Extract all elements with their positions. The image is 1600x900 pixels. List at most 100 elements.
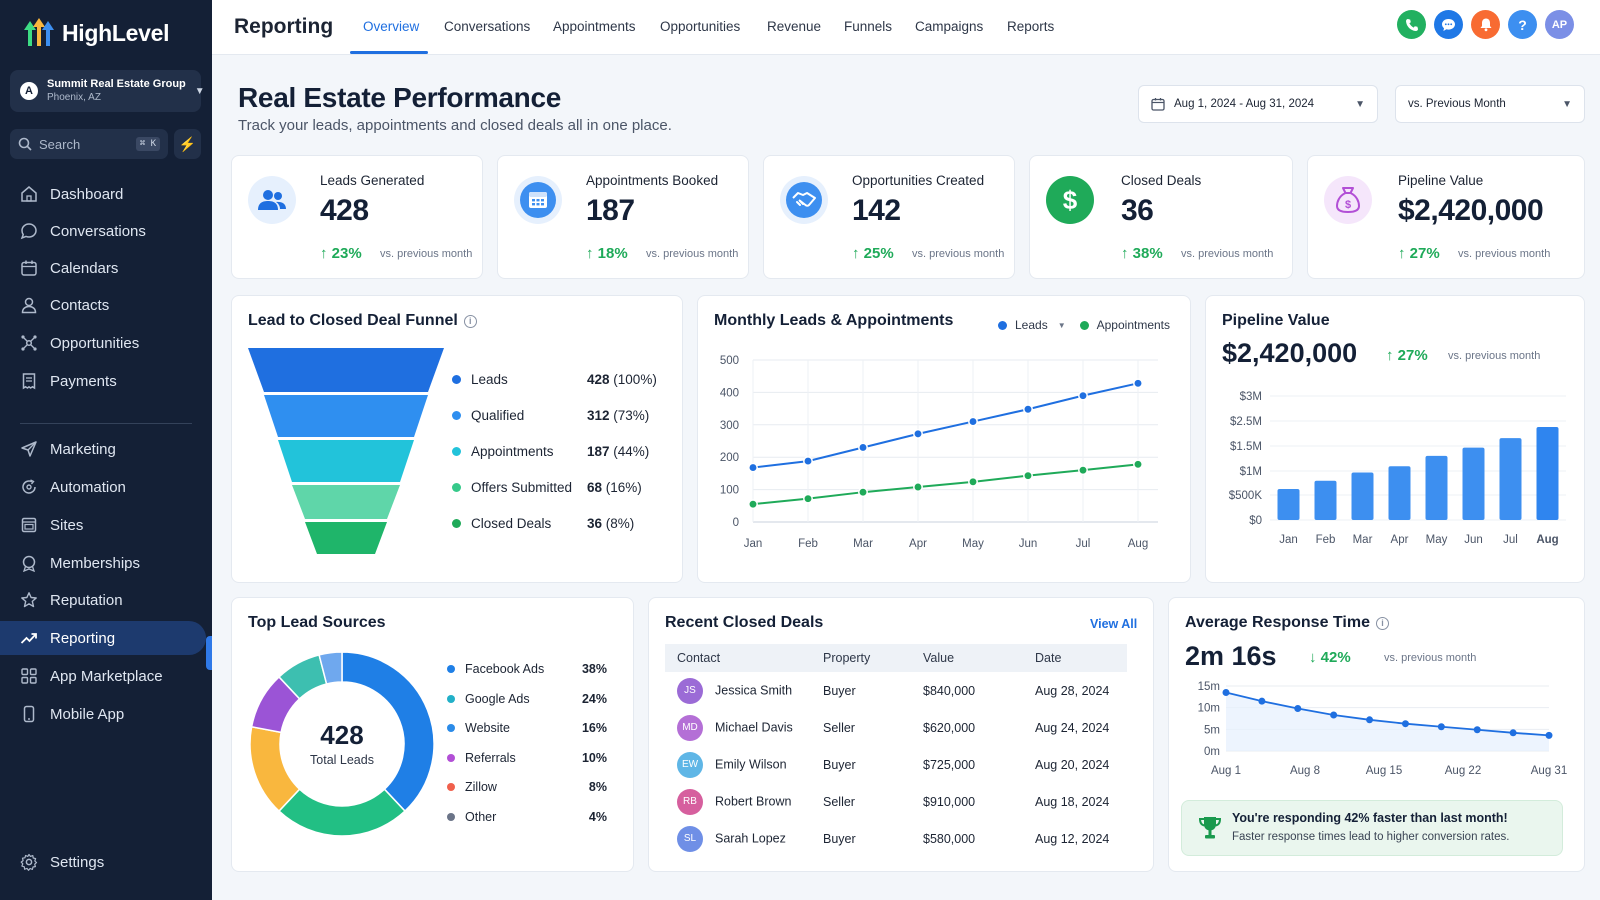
legend-item[interactable]: Website 16%: [447, 719, 607, 737]
tab-reports[interactable]: Reports: [1007, 19, 1055, 34]
nav-item-reputation[interactable]: Reputation: [0, 583, 212, 617]
funnel-count: 187: [587, 443, 610, 459]
legend-item[interactable]: Other 4%: [447, 808, 607, 826]
account-switcher[interactable]: A Summit Real Estate Group Phoenix, AZ ▼: [10, 70, 205, 112]
bar-aug[interactable]: [1536, 427, 1559, 520]
nav-item-mobile-app[interactable]: Mobile App: [0, 697, 212, 731]
notifications-button[interactable]: [1471, 10, 1500, 39]
data-point[interactable]: [968, 476, 978, 487]
data-point[interactable]: [1258, 697, 1266, 705]
kpi-card-closed-deals[interactable]: $ Closed Deals 36 ↑ 38% vs. previous mon…: [1029, 155, 1293, 279]
column-header[interactable]: Property: [823, 644, 923, 672]
data-point[interactable]: [748, 462, 758, 473]
info-icon[interactable]: i: [463, 315, 477, 328]
view-all-link[interactable]: View All: [1090, 617, 1138, 631]
compare-select[interactable]: vs. Previous Month ▼: [1395, 85, 1585, 123]
nav-item-contacts[interactable]: Contacts: [0, 288, 212, 322]
date-range-picker[interactable]: Aug 1, 2024 - Aug 31, 2024 ▼: [1138, 85, 1378, 123]
data-point[interactable]: [1023, 404, 1033, 415]
tab-appointments[interactable]: Appointments: [553, 19, 636, 34]
table-row[interactable]: SL Sarah Lopez Buyer $580,000 Aug 12, 2024: [665, 820, 1127, 857]
data-point[interactable]: [1294, 705, 1302, 713]
nav-item-opportunities[interactable]: Opportunities: [0, 326, 212, 360]
nav-item-app-marketplace[interactable]: App Marketplace: [0, 659, 212, 693]
help-button[interactable]: ?: [1508, 10, 1537, 39]
data-point[interactable]: [968, 416, 978, 427]
data-point[interactable]: [858, 487, 868, 498]
data-point[interactable]: [1330, 711, 1338, 719]
nav-item-reporting[interactable]: Reporting: [0, 621, 206, 655]
data-point[interactable]: [913, 428, 923, 439]
table-row[interactable]: JS Jessica Smith Buyer $840,000 Aug 28, 2024: [665, 672, 1127, 709]
column-header[interactable]: Value: [923, 644, 1035, 672]
quick-actions-button[interactable]: ⚡: [174, 129, 201, 159]
nav-item-marketing[interactable]: Marketing: [0, 432, 212, 466]
slice-other[interactable]: [318, 651, 343, 685]
bar-jul[interactable]: [1499, 438, 1522, 520]
bar-jan[interactable]: [1277, 489, 1300, 520]
messages-button[interactable]: [1434, 10, 1463, 39]
bar-feb[interactable]: [1314, 480, 1337, 520]
info-icon[interactable]: i: [1375, 617, 1389, 630]
kpi-card-opportunities[interactable]: Opportunities Created 142 ↑ 25% vs. prev…: [763, 155, 1015, 279]
data-point[interactable]: [1437, 723, 1445, 731]
nav-item-sites[interactable]: Sites: [0, 508, 212, 542]
data-point[interactable]: [1473, 726, 1481, 734]
kpi-card-pipeline-value[interactable]: $ Pipeline Value $2,420,000 ↑ 27% vs. pr…: [1307, 155, 1585, 279]
tab-funnels[interactable]: Funnels: [844, 19, 893, 34]
legend-item[interactable]: Zillow 8%: [447, 778, 607, 796]
data-point[interactable]: [858, 442, 868, 453]
kpi-card-leads[interactable]: Leads Generated 428 ↑ 23% vs. previous m…: [231, 155, 483, 279]
user-avatar[interactable]: AP: [1545, 10, 1574, 39]
table-row[interactable]: RB Robert Brown Seller $910,000 Aug 18, 2024: [665, 783, 1127, 820]
slice-facebook-ads[interactable]: [341, 651, 435, 813]
data-point[interactable]: [1545, 731, 1553, 739]
nav-item-conversations[interactable]: Conversations: [0, 214, 212, 248]
data-point[interactable]: [1222, 689, 1230, 696]
bar-may[interactable]: [1425, 455, 1448, 520]
chevron-down-icon: ▼: [1562, 98, 1572, 110]
data-point[interactable]: [1133, 378, 1143, 389]
column-header[interactable]: Date: [1035, 644, 1127, 672]
nav-item-payments[interactable]: Payments: [0, 364, 212, 398]
data-point[interactable]: [803, 493, 813, 504]
data-point[interactable]: [803, 456, 813, 467]
tab-opportunities[interactable]: Opportunities: [660, 19, 741, 34]
funnel-count: 312: [587, 407, 610, 423]
legend-leads[interactable]: Leads: [1015, 318, 1048, 332]
legend-item[interactable]: Referrals 10%: [447, 749, 607, 767]
table-row[interactable]: EW Emily Wilson Buyer $725,000 Aug 20, 2024: [665, 746, 1127, 783]
nav-item-automation[interactable]: Automation: [0, 470, 212, 504]
slice-google-ads[interactable]: [277, 788, 407, 837]
bar-jun[interactable]: [1462, 447, 1485, 520]
data-point[interactable]: [1366, 716, 1374, 724]
tab-overview[interactable]: Overview: [363, 19, 420, 34]
tab-campaigns[interactable]: Campaigns: [915, 19, 984, 34]
legend-appointments[interactable]: Appointments: [1096, 318, 1171, 332]
data-point[interactable]: [913, 482, 923, 492]
data-point[interactable]: [1133, 459, 1143, 470]
brand-logo[interactable]: HighLevel: [24, 18, 170, 48]
legend-label: Zillow: [465, 780, 497, 794]
data-point[interactable]: [1078, 465, 1088, 476]
data-point[interactable]: [1401, 720, 1409, 728]
data-point[interactable]: [1023, 470, 1033, 481]
legend-item[interactable]: Google Ads 24%: [447, 690, 607, 708]
data-point[interactable]: [1509, 729, 1517, 737]
nav-item-settings[interactable]: Settings: [0, 845, 212, 879]
bar-mar[interactable]: [1351, 472, 1374, 520]
bar-apr[interactable]: [1388, 466, 1411, 520]
data-point[interactable]: [748, 499, 758, 510]
tab-revenue[interactable]: Revenue: [767, 19, 822, 34]
kpi-card-appointments[interactable]: Appointments Booked 187 ↑ 18% vs. previo…: [497, 155, 749, 279]
phone-button[interactable]: [1397, 10, 1426, 39]
nav-item-calendars[interactable]: Calendars: [0, 251, 212, 285]
search-input[interactable]: Search ⌘ K: [10, 129, 168, 159]
tab-conversations[interactable]: Conversations: [444, 19, 531, 34]
nav-item-dashboard[interactable]: Dashboard: [0, 177, 212, 211]
column-header[interactable]: Contact: [665, 644, 823, 672]
data-point[interactable]: [1078, 390, 1088, 401]
table-row[interactable]: MD Michael Davis Seller $620,000 Aug 24, 202…: [665, 709, 1127, 746]
legend-item[interactable]: Facebook Ads 38%: [447, 660, 607, 678]
nav-item-memberships[interactable]: Memberships: [0, 546, 212, 580]
